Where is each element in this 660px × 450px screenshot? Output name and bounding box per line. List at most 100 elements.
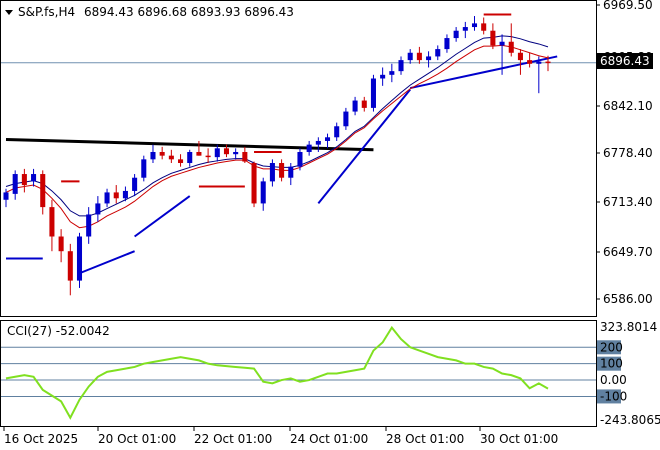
candle-body [187,151,193,164]
candle-body [315,140,321,145]
candle-body [141,159,147,178]
chart-menu-triangle-icon[interactable] [5,10,13,15]
time-tick-label: 16 Oct 2025 [4,432,78,446]
price-tick-label: 6713.40 [603,195,653,209]
candle-body [242,151,248,162]
candle-body [481,23,487,31]
candle-body [159,151,165,156]
candle-body [426,56,432,61]
cci-tick-label: 323.8014 [600,320,657,334]
cci-tick-label: 200 [600,340,623,354]
candle-body [389,71,395,75]
candle-body [67,251,73,281]
candle-body [3,192,9,200]
candle-body [95,203,101,215]
cci-panel [0,320,597,427]
candle-body [527,60,533,64]
candle-body [297,151,303,167]
candle-body [380,74,386,79]
current-price-tag [597,53,653,69]
candle-body [306,144,312,152]
candle-body [508,41,514,53]
time-tick-label: 28 Oct 01:00 [386,432,464,446]
ohlc-values: 6894.43 6896.68 6893.93 6896.43 [84,5,294,19]
symbol-timeframe: S&P.fs,H4 [18,5,75,19]
cci-tick-label: -100 [600,389,627,403]
price-tick-label: 6969.50 [603,0,653,12]
cci-axis: 323.8014 200 100 0.00 -100 -243.8065 [597,320,660,427]
candle-body [490,30,496,46]
candle-body [113,192,119,199]
candle-body [31,174,37,182]
trendline [5,137,374,152]
cci-level-tag [597,356,621,371]
price-tick-label: 6778.40 [603,146,653,160]
candle-body [150,151,156,160]
candle-body [398,60,404,72]
cci-level-tag [597,340,621,355]
candle-body [288,166,294,178]
candle-body [196,151,202,156]
fast-moving-average [5,44,549,229]
candle-body [104,192,110,204]
candle-body [536,61,542,64]
cci-line [5,325,549,420]
candle-body [178,159,184,164]
candle-body [416,52,422,61]
candle-body [444,38,450,50]
candle-body [214,148,220,158]
candle-body [462,27,468,31]
candle-body [168,155,174,160]
candle-body [122,190,128,199]
cci-level-tag [597,389,621,404]
price-tick-label: 6586.00 [603,292,653,306]
cci-tick-label: 100 [600,357,623,371]
candle-body [352,100,358,112]
candle-body [49,207,55,237]
candle-body [407,52,413,61]
candle-body [205,155,211,158]
stop-line-segment [134,195,191,238]
candle-body [251,163,257,204]
candle-body [86,214,92,237]
time-axis: 16 Oct 2025 20 Oct 01:00 22 Oct 01:00 24 Oc… [3,427,558,446]
cci-label: CCI(27) -52.0042 [7,324,110,338]
candle-body [40,174,46,208]
candle-body [260,181,266,204]
stop-line-segment [409,55,558,90]
price-tick-label: 6649.70 [603,245,653,259]
time-tick-label: 30 Oct 01:00 [480,432,558,446]
candle-body [435,49,441,57]
current-price-label: 6896.43 [600,54,650,68]
candle-body [453,30,459,39]
candle-body [269,163,275,182]
candle-body [334,126,340,138]
candle-body [324,137,331,141]
cci-tick-label: 0.00 [600,373,627,387]
time-tick-label: 22 Oct 01:00 [194,432,272,446]
candle-body [471,23,478,28]
candle-body [517,52,523,61]
stop-line-segment [79,250,135,275]
candle-body [499,41,505,46]
candle-body [370,78,376,108]
candle-body [233,151,239,155]
time-tick-label: 20 Oct 01:00 [98,432,176,446]
candle-body [279,163,285,178]
candle-body [343,111,349,127]
time-tick-label: 24 Oct 01:00 [290,432,368,446]
price-plot-area [1,13,596,296]
candle-body [12,174,18,194]
candle-body [58,236,64,252]
candle-body [223,148,230,155]
price-axis: 6969.506905.806842.106778.406713.406649.… [596,0,653,306]
cci-plot-area [1,325,596,420]
candle-body [132,177,138,191]
candle-body [21,174,27,186]
candle-body [76,236,83,281]
candle-body [361,100,367,108]
stop-line-segment [317,88,411,205]
candle-body [545,61,551,64]
cci-tick-label: -243.8065 [600,413,660,427]
